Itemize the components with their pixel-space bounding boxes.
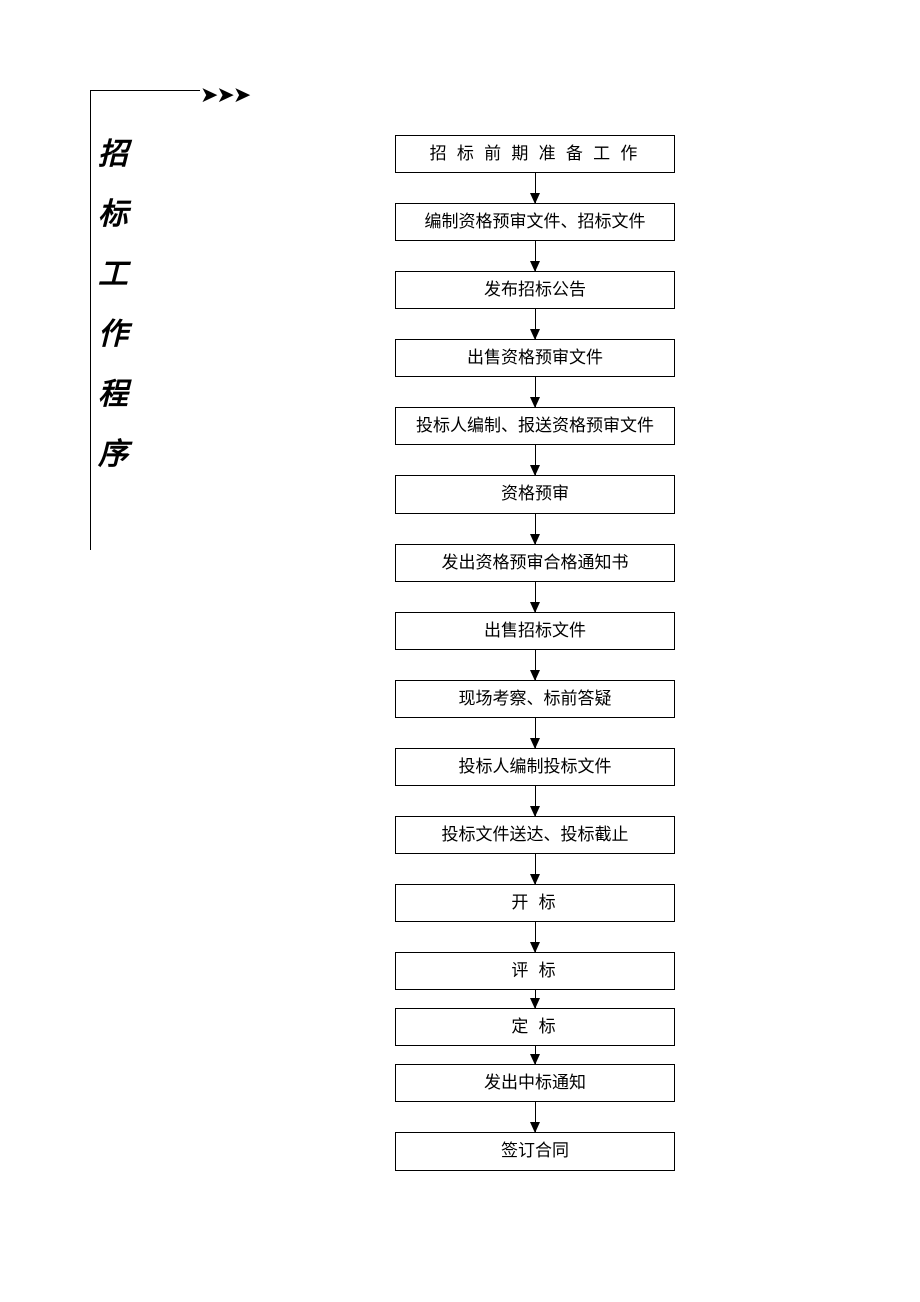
title-char-5: 程 [98, 380, 128, 410]
flow-node-n15: 发出中标通知 [395, 1064, 675, 1102]
title-arrows: ➤➤➤ [200, 82, 249, 108]
title-char-3: 工 [98, 260, 128, 290]
flow-node-n7: 发出资格预审合格通知书 [395, 544, 675, 582]
flow-arrow-15 [535, 1102, 536, 1132]
flow-node-n4: 出售资格预审文件 [395, 339, 675, 377]
title-border-top [90, 90, 200, 91]
flow-arrow-4 [535, 377, 536, 407]
flow-node-n3: 发布招标公告 [395, 271, 675, 309]
title-border-left [90, 90, 91, 550]
flow-arrow-2 [535, 241, 536, 271]
title-char-1: 招 [98, 140, 128, 170]
flow-arrow-1 [535, 173, 536, 203]
vertical-title: 招 标 工 作 程 序 [98, 140, 128, 470]
flow-node-n5: 投标人编制、报送资格预审文件 [395, 407, 675, 445]
flow-node-n13: 评 标 [395, 952, 675, 990]
title-char-6: 序 [98, 440, 128, 470]
flow-arrow-9 [535, 718, 536, 748]
flow-node-n9: 现场考察、标前答疑 [395, 680, 675, 718]
flow-node-n16: 签订合同 [395, 1132, 675, 1170]
flow-arrow-3 [535, 309, 536, 339]
flow-node-n2: 编制资格预审文件、招标文件 [395, 203, 675, 241]
flow-node-n8: 出售招标文件 [395, 612, 675, 650]
flow-arrow-7 [535, 582, 536, 612]
title-char-2: 标 [98, 200, 128, 230]
flowchart: 招 标 前 期 准 备 工 作编制资格预审文件、招标文件发布招标公告出售资格预审… [395, 135, 675, 1171]
flow-node-n12: 开 标 [395, 884, 675, 922]
flow-node-n6: 资格预审 [395, 475, 675, 513]
flow-arrow-11 [535, 854, 536, 884]
flow-arrow-10 [535, 786, 536, 816]
flow-arrow-14 [535, 1046, 536, 1064]
flow-arrow-5 [535, 445, 536, 475]
flow-arrow-8 [535, 650, 536, 680]
flow-node-n1: 招 标 前 期 准 备 工 作 [395, 135, 675, 173]
flow-node-n10: 投标人编制投标文件 [395, 748, 675, 786]
flow-node-n14: 定 标 [395, 1008, 675, 1046]
flow-arrow-13 [535, 990, 536, 1008]
flow-arrow-6 [535, 514, 536, 544]
title-char-4: 作 [98, 320, 128, 350]
flow-arrow-12 [535, 922, 536, 952]
flow-node-n11: 投标文件送达、投标截止 [395, 816, 675, 854]
